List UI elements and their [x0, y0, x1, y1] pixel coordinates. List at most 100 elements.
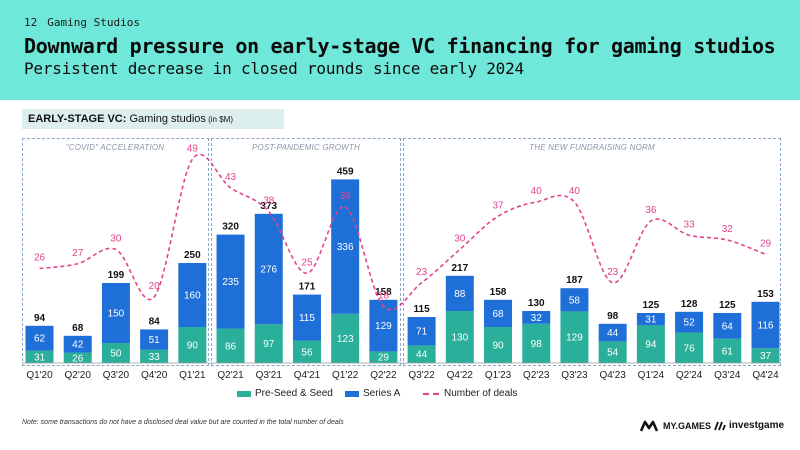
- bar-seed: [636, 325, 665, 363]
- bar-seed: [216, 328, 245, 363]
- total-value-label: 187: [566, 275, 583, 286]
- series-a-value-label: 42: [72, 340, 84, 351]
- seed-value-label: 129: [566, 333, 583, 344]
- deals-value-label: 23: [416, 267, 428, 278]
- deals-value-label: 39: [340, 191, 352, 202]
- bar-seed: [560, 311, 589, 363]
- total-value-label: 320: [222, 222, 239, 233]
- total-value-label: 199: [108, 270, 125, 281]
- seed-value-label: 94: [645, 340, 657, 351]
- deals-value-label: 26: [34, 253, 46, 264]
- bar-series-a: [254, 213, 283, 325]
- seed-value-label: 123: [337, 334, 354, 345]
- deals-value-label: 37: [492, 200, 504, 211]
- series-a-value-label: 150: [108, 309, 125, 320]
- x-tick-label: Q3'20: [103, 370, 130, 381]
- legend-label-deals: Number of deals: [444, 388, 518, 399]
- bar-seed: [101, 343, 130, 363]
- bar-seed: [292, 340, 321, 363]
- seed-value-label: 86: [225, 341, 237, 352]
- series-a-value-label: 44: [607, 328, 619, 339]
- series-a-value-label: 64: [722, 321, 734, 332]
- series-a-value-label: 32: [531, 313, 543, 324]
- total-value-label: 84: [149, 316, 161, 327]
- seed-value-label: 90: [187, 341, 199, 352]
- x-tick-label: Q3'21: [256, 370, 283, 381]
- total-value-label: 153: [757, 289, 774, 300]
- logo-investgame: investgame: [714, 420, 784, 431]
- total-value-label: 125: [719, 300, 736, 311]
- series-a-value-label: 235: [222, 277, 239, 288]
- bar-seed: [369, 351, 398, 363]
- footnote: Note: some transactions do not have a di…: [22, 419, 344, 426]
- deals-value-label: 43: [225, 172, 237, 183]
- series-a-value-label: 52: [684, 318, 696, 329]
- x-tick-label: Q3'22: [408, 370, 435, 381]
- x-tick-label: Q1'20: [26, 370, 53, 381]
- bar-series-a: [713, 313, 742, 339]
- total-value-label: 130: [528, 298, 545, 309]
- page-tag: 12 Gaming Studios: [24, 16, 140, 29]
- bar-series-a: [522, 311, 551, 324]
- deals-value-label: 27: [72, 248, 84, 259]
- total-value-label: 217: [451, 263, 468, 274]
- total-value-label: 125: [643, 300, 660, 311]
- deals-value-label: 40: [569, 186, 581, 197]
- legend-item-seed: Pre-Seed & Seed: [237, 388, 333, 399]
- seed-value-label: 56: [301, 347, 313, 358]
- seed-value-label: 33: [149, 352, 161, 363]
- deals-value-label: 25: [301, 257, 313, 268]
- deals-value-label: 29: [760, 238, 772, 249]
- x-tick-label: Q4'22: [447, 370, 474, 381]
- logo-mygames: MY.GAMES: [640, 420, 711, 432]
- page-subtitle: Persistent decrease in closed rounds sin…: [24, 59, 524, 78]
- total-value-label: 158: [375, 287, 392, 298]
- investgame-logo-icon: [714, 421, 726, 430]
- bar-seed: [751, 348, 780, 363]
- seed-value-label: 44: [416, 350, 428, 361]
- period-box-new-norm: [403, 138, 781, 366]
- bar-seed: [25, 350, 54, 363]
- series-a-value-label: 31: [645, 315, 657, 326]
- period-label-post-pandemic: POST-PANDEMIC GROWTH: [251, 143, 361, 152]
- chart-label: EARLY-STAGE VC: Gaming studios (in $M): [22, 109, 284, 129]
- header-banner: 12 Gaming Studios Downward pressure on ea…: [0, 0, 800, 100]
- seed-value-label: 31: [34, 352, 46, 363]
- seed-value-label: 90: [492, 341, 504, 352]
- total-value-label: 94: [34, 313, 46, 324]
- period-box-covid: [22, 138, 209, 366]
- total-value-label: 171: [299, 282, 316, 293]
- page-number: 12: [24, 16, 38, 29]
- deals-value-label: 36: [645, 205, 657, 216]
- bar-seed: [675, 332, 704, 363]
- bar-series-a: [140, 329, 169, 350]
- series-a-value-label: 58: [569, 295, 581, 306]
- series-a-value-label: 51: [149, 335, 161, 346]
- series-a-value-label: 129: [375, 321, 392, 332]
- x-tick-label: Q2'24: [676, 370, 703, 381]
- bar-seed: [598, 341, 627, 363]
- series-a-value-label: 88: [454, 289, 466, 300]
- series-a-value-label: 336: [337, 242, 354, 253]
- bar-series-a: [636, 313, 665, 326]
- series-a-value-label: 68: [492, 309, 504, 320]
- seed-value-label: 26: [72, 353, 84, 364]
- bar-series-a: [484, 299, 513, 327]
- deals-value-label: 49: [187, 143, 199, 154]
- bar-series-a: [101, 283, 130, 343]
- series-a-value-label: 276: [260, 265, 277, 276]
- investgame-logo-text: investgame: [729, 420, 785, 431]
- deals-value-label: 32: [722, 224, 734, 235]
- seed-value-label: 61: [722, 346, 734, 357]
- seed-value-label: 50: [110, 349, 122, 360]
- total-value-label: 68: [72, 323, 84, 334]
- bar-series-a: [292, 294, 321, 341]
- x-tick-label: Q1'23: [485, 370, 512, 381]
- deals-value-label: 40: [531, 186, 543, 197]
- bar-series-a: [63, 335, 92, 353]
- period-box-post-pandemic: [211, 138, 401, 366]
- bar-series-a: [751, 301, 780, 349]
- legend-swatch-series-a: [345, 390, 359, 397]
- bar-seed: [407, 345, 436, 363]
